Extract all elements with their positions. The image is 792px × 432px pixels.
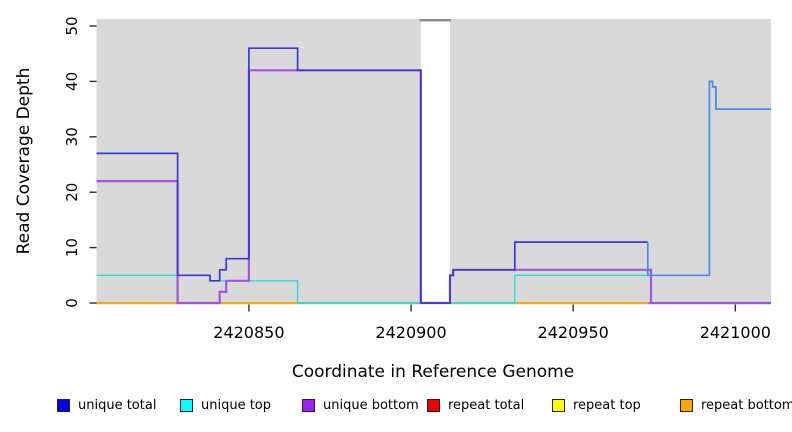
- coverage-plot: 2420850 2420900 2420950 242100001020304050 …: [14, 16, 771, 382]
- series-unique-total: [646, 80, 771, 277]
- axes: 2420850 2420900 2420950 2421000 0 10 20 30 40 50: [63, 16, 771, 342]
- y-tick-label: 50: [63, 16, 81, 35]
- y-tick-label: 0: [63, 298, 81, 308]
- unique-bottom-swatch: [302, 399, 315, 412]
- repeat-top-swatch: [552, 399, 565, 412]
- y-tick-label: 40: [63, 72, 81, 91]
- legend-item-repeat-bottom: repeat bottom: [680, 398, 792, 413]
- legend: unique total unique top unique bottom re…: [0, 392, 792, 430]
- legend-label: unique total: [78, 398, 157, 413]
- x-axis-title: Coordinate in Reference Genome: [292, 362, 574, 382]
- legend-item-unique-bottom: unique bottom: [302, 398, 419, 413]
- x-tick-label: 2420850: [213, 323, 284, 342]
- legend-item-repeat-top: repeat top: [552, 398, 641, 413]
- coverage-step-lines: [96, 47, 771, 305]
- x-tick-label: 2420900: [375, 323, 446, 342]
- legend-label: repeat top: [573, 398, 641, 413]
- repeat-bottom-swatch: [680, 399, 693, 412]
- unique-total-swatch: [57, 399, 70, 412]
- legend-label: repeat total: [448, 398, 525, 413]
- legend-label: unique top: [201, 398, 272, 413]
- masked-region: [420, 19, 450, 305]
- repeat-total-swatch: [427, 399, 440, 412]
- y-tick-label: 10: [63, 238, 81, 257]
- legend-item-repeat-total: repeat total: [427, 398, 524, 413]
- x-tick-label: 2420950: [538, 323, 609, 342]
- series-unique-total: [96, 47, 648, 304]
- y-tick-label: 20: [63, 183, 81, 202]
- legend-label: unique bottom: [323, 398, 419, 413]
- plot-background: [96, 19, 771, 305]
- legend-label: repeat bottom: [701, 398, 792, 413]
- legend-item-unique-top: unique top: [180, 398, 271, 413]
- unique-top-swatch: [180, 399, 193, 412]
- y-tick-label: 30: [63, 127, 81, 146]
- legend-item-unique-total: unique total: [57, 398, 156, 413]
- y-axis-title: Read Coverage Depth: [14, 68, 34, 255]
- x-tick-label: 2421000: [700, 323, 771, 342]
